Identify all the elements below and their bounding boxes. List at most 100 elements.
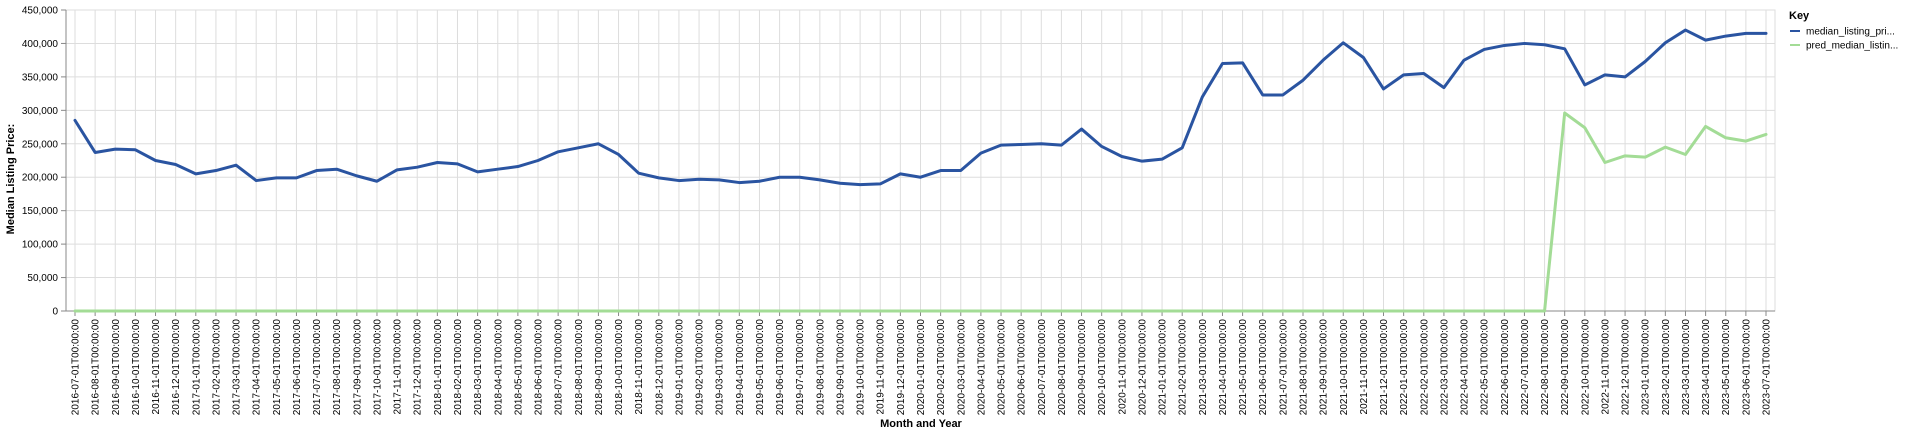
- y-tick-label: 50,000: [27, 273, 58, 284]
- x-tick-label: 2020-09-01T00:00:00: [1077, 319, 1088, 416]
- x-tick-label: 2021-01-01T00:00:00: [1158, 319, 1169, 416]
- x-tick-label: 2022-09-01T00:00:00: [1560, 319, 1571, 416]
- x-tick-label: 2022-08-01T00:00:00: [1540, 319, 1551, 416]
- x-tick-label: 2022-07-01T00:00:00: [1520, 319, 1531, 416]
- x-tick-label: 2022-11-01T00:00:00: [1600, 319, 1611, 415]
- x-tick-label: 2019-06-01T00:00:00: [775, 319, 786, 416]
- x-tick-label: 2020-10-01T00:00:00: [1097, 319, 1108, 416]
- x-tick-label: 2017-03-01T00:00:00: [232, 319, 243, 416]
- x-tick-label: 2017-11-01T00:00:00: [393, 319, 404, 415]
- x-tick-label: 2022-03-01T00:00:00: [1439, 319, 1450, 416]
- x-tick-label: 2020-02-01T00:00:00: [936, 319, 947, 416]
- x-tick-label: 2023-05-01T00:00:00: [1721, 319, 1732, 416]
- x-tick-label: 2021-09-01T00:00:00: [1319, 319, 1330, 416]
- x-tick-label: 2022-12-01T00:00:00: [1621, 319, 1632, 416]
- x-tick-label: 2020-01-01T00:00:00: [916, 319, 927, 416]
- y-axis: 0 50,000 100,000 150,000 200,000 250,000 300,0…: [22, 6, 67, 318]
- x-tick-label: 2023-01-01T00:00:00: [1641, 319, 1652, 416]
- legend-label-median: median_listing_pri...: [1806, 27, 1895, 38]
- x-axis: 2016-07-01T00:00:00 2016-08-01T00:00:00 20…: [66, 310, 1775, 416]
- x-tick-label: 2016-09-01T00:00:00: [111, 319, 122, 416]
- x-tick-label: 2021-06-01T00:00:00: [1258, 319, 1269, 416]
- x-tick-label: 2016-12-01T00:00:00: [171, 319, 182, 416]
- x-tick-label: 2018-10-01T00:00:00: [614, 319, 625, 416]
- x-tick-label: 2017-08-01T00:00:00: [332, 319, 343, 416]
- x-tick-label: 2021-12-01T00:00:00: [1379, 319, 1390, 416]
- series-lines: [73, 28, 1768, 313]
- x-tick-label: 2022-02-01T00:00:00: [1419, 319, 1430, 416]
- y-axis-title: Median Listing Price:: [5, 124, 17, 235]
- x-tick-label: 2018-05-01T00:00:00: [513, 319, 524, 416]
- x-tick-label: 2017-02-01T00:00:00: [211, 319, 222, 416]
- x-tick-label: 2018-03-01T00:00:00: [473, 319, 484, 416]
- x-tick-label: 2023-03-01T00:00:00: [1681, 319, 1692, 416]
- x-tick-label: 2018-01-01T00:00:00: [433, 319, 444, 416]
- x-tick-label: 2017-06-01T00:00:00: [292, 319, 303, 416]
- x-tick-label: 2018-12-01T00:00:00: [654, 319, 665, 416]
- x-tick-label: 2016-07-01T00:00:00: [71, 319, 82, 416]
- x-tick-label: 2016-10-01T00:00:00: [131, 319, 142, 416]
- legend-label-pred: pred_median_listin...: [1806, 41, 1898, 52]
- x-tick-label: 2019-07-01T00:00:00: [795, 319, 806, 416]
- x-tick-label: 2018-09-01T00:00:00: [594, 319, 605, 416]
- x-tick-label: 2020-06-01T00:00:00: [1017, 319, 1028, 416]
- x-tick-label: 2019-09-01T00:00:00: [835, 319, 846, 416]
- y-tick-label: 250,000: [22, 139, 59, 150]
- x-tick-label: 2022-05-01T00:00:00: [1480, 319, 1491, 416]
- x-tick-label: 2019-03-01T00:00:00: [715, 319, 726, 416]
- x-tick-label: 2017-01-01T00:00:00: [191, 319, 202, 416]
- x-tick-label: 2020-11-01T00:00:00: [1117, 319, 1128, 415]
- x-tick-label: 2021-11-01T00:00:00: [1359, 319, 1370, 415]
- x-tick-label: 2019-10-01T00:00:00: [856, 319, 867, 416]
- x-tick-label: 2021-07-01T00:00:00: [1278, 319, 1289, 416]
- x-tick-label: 2022-10-01T00:00:00: [1580, 319, 1591, 416]
- x-tick-label: 2021-04-01T00:00:00: [1218, 319, 1229, 416]
- x-tick-label: 2020-04-01T00:00:00: [976, 319, 987, 416]
- x-tick-label: 2021-03-01T00:00:00: [1198, 319, 1209, 416]
- series-line-pred-median-listing-price: [73, 111, 1768, 313]
- x-tick-label: 2019-02-01T00:00:00: [695, 319, 706, 416]
- x-tick-label: 2019-08-01T00:00:00: [815, 319, 826, 416]
- x-tick-label: 2018-08-01T00:00:00: [574, 319, 585, 416]
- x-tick-label: 2017-12-01T00:00:00: [413, 319, 424, 416]
- x-tick-label: 2018-11-01T00:00:00: [634, 319, 645, 415]
- x-tick-label: 2019-11-01T00:00:00: [876, 319, 887, 415]
- x-tick-label: 2022-01-01T00:00:00: [1399, 319, 1410, 416]
- x-tick-label: 2019-04-01T00:00:00: [735, 319, 746, 416]
- x-tick-label: 2021-02-01T00:00:00: [1178, 319, 1189, 416]
- x-tick-label: 2021-05-01T00:00:00: [1238, 319, 1249, 416]
- x-tick-label: 2019-01-01T00:00:00: [674, 319, 685, 416]
- x-tick-label: 2020-08-01T00:00:00: [1057, 319, 1068, 416]
- y-tick-label: 150,000: [22, 206, 59, 217]
- x-tick-label: 2021-08-01T00:00:00: [1298, 319, 1309, 416]
- series-line-median-listing-price: [73, 28, 1768, 187]
- x-axis-title: Month and Year: [880, 418, 962, 430]
- x-tick-label: 2018-07-01T00:00:00: [554, 319, 565, 416]
- x-tick-label: 2022-04-01T00:00:00: [1460, 319, 1471, 416]
- x-tick-label: 2019-12-01T00:00:00: [896, 319, 907, 416]
- x-tick-label: 2023-04-01T00:00:00: [1701, 319, 1712, 416]
- x-tick-label: 2018-06-01T00:00:00: [534, 319, 545, 416]
- x-tick-label: 2020-05-01T00:00:00: [997, 319, 1008, 416]
- y-tick-label: 0: [52, 307, 58, 318]
- legend-title: Key: [1789, 10, 1810, 22]
- x-tick-label: 2018-04-01T00:00:00: [493, 319, 504, 416]
- x-tick-label: 2016-08-01T00:00:00: [91, 319, 102, 416]
- x-tick-label: 2017-07-01T00:00:00: [312, 319, 323, 416]
- x-tick-label: 2021-10-01T00:00:00: [1339, 319, 1350, 416]
- x-tick-label: 2020-07-01T00:00:00: [1037, 319, 1048, 416]
- x-tick-label: 2022-06-01T00:00:00: [1500, 319, 1511, 416]
- x-tick-label: 2020-12-01T00:00:00: [1137, 319, 1148, 416]
- y-tick-label: 350,000: [22, 72, 59, 83]
- y-tick-label: 400,000: [22, 39, 59, 50]
- x-tick-label: 2023-07-01T00:00:00: [1762, 319, 1773, 416]
- x-tick-label: 2018-02-01T00:00:00: [453, 319, 464, 416]
- x-tick-label: 2017-05-01T00:00:00: [272, 319, 283, 416]
- x-tick-label: 2023-06-01T00:00:00: [1741, 319, 1752, 416]
- y-tick-label: 450,000: [22, 6, 59, 17]
- x-tick-label: 2016-11-01T00:00:00: [151, 319, 162, 415]
- y-tick-label: 100,000: [22, 240, 59, 251]
- x-tick-label: 2023-02-01T00:00:00: [1661, 319, 1672, 416]
- grid-lines: [65, 9, 1776, 312]
